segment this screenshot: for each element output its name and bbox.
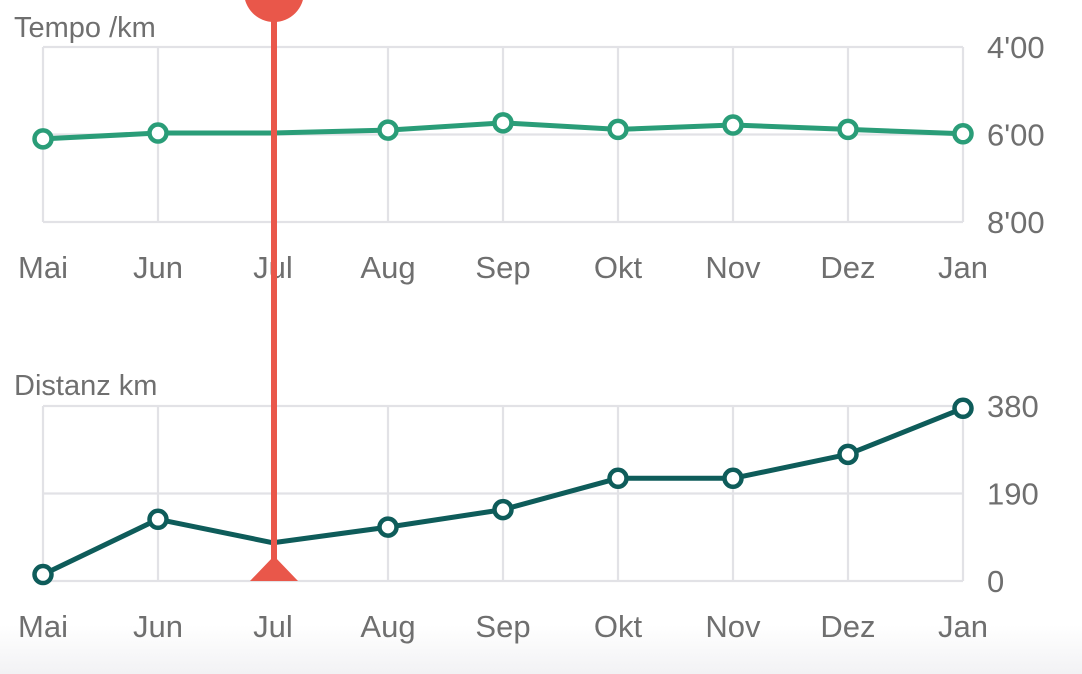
pace-point[interactable] — [492, 112, 514, 134]
distance-chart-title: Distanz km — [14, 370, 157, 402]
distance-point[interactable] — [607, 467, 629, 490]
pace-chart: Tempo /km 4'006'008'00 MaiJunJulAugSepOk… — [14, 12, 1045, 285]
pace-y-tick-label: 8'00 — [987, 205, 1045, 240]
distance-point[interactable] — [722, 467, 744, 490]
cursor-drag-handle[interactable] — [244, 0, 304, 22]
pace-x-tick-label: Jan — [938, 250, 988, 285]
pace-point[interactable] — [952, 123, 974, 145]
distance-x-axis: Mai Jun Jul Aug Sep Okt Nov Dez Jan — [18, 609, 988, 644]
distance-x-tick-label: Nov — [705, 609, 761, 644]
pace-point[interactable] — [377, 119, 399, 141]
distance-series — [32, 397, 974, 586]
distance-x-tick-label: Aug — [360, 609, 415, 644]
distance-x-tick-label: Okt — [594, 609, 643, 644]
distance-x-tick-label: Sep — [475, 609, 530, 644]
distance-point[interactable] — [377, 516, 399, 538]
pace-point[interactable] — [147, 122, 169, 144]
pace-x-tick-label: Sep — [475, 250, 530, 285]
distance-point[interactable] — [147, 508, 169, 531]
distance-x-tick-label: Jan — [938, 609, 988, 644]
pace-point[interactable] — [32, 128, 54, 150]
distance-grid — [41, 404, 965, 583]
pace-x-tick-label: Mai — [18, 250, 68, 285]
cursor-marker-triangle — [250, 556, 298, 581]
distance-point[interactable] — [32, 563, 54, 586]
distance-point[interactable] — [952, 397, 974, 420]
month-cursor[interactable] — [244, 0, 304, 581]
pace-point[interactable] — [837, 118, 859, 141]
pace-series — [32, 112, 974, 150]
pace-y-axis: 4'00 6'00 8'00 — [987, 30, 1045, 240]
distance-point[interactable] — [837, 443, 859, 466]
distance-chart: Distanz km 380 190 0 Mai Jun Jul Aug Sep Okt Nov… — [14, 370, 1039, 644]
distance-y-tick-label: 0 — [987, 564, 1004, 599]
pace-x-tick-label: Okt — [594, 250, 643, 285]
pace-y-tick-label: 6'00 — [987, 118, 1045, 153]
pace-point[interactable] — [607, 118, 629, 141]
distance-x-tick-label: Dez — [820, 609, 875, 644]
pace-y-tick-label: 4'00 — [987, 30, 1045, 65]
pace-point[interactable] — [722, 114, 744, 136]
distance-x-tick-label: Jun — [133, 609, 183, 644]
pace-x-tick-label: Dez — [820, 250, 875, 285]
distance-x-tick-label: Mai — [18, 609, 68, 644]
distance-x-tick-label: Jul — [253, 609, 293, 644]
distance-point[interactable] — [492, 498, 514, 521]
distance-y-tick-label: 380 — [987, 389, 1039, 424]
distance-y-axis: 380 190 0 — [987, 389, 1039, 599]
pace-x-tick-label: Aug — [360, 250, 415, 285]
distance-y-tick-label: 190 — [987, 477, 1039, 512]
pace-x-tick-label: Nov — [705, 250, 761, 285]
pace-chart-title: Tempo /km — [14, 12, 156, 44]
pace-x-tick-label: Jun — [133, 250, 183, 285]
